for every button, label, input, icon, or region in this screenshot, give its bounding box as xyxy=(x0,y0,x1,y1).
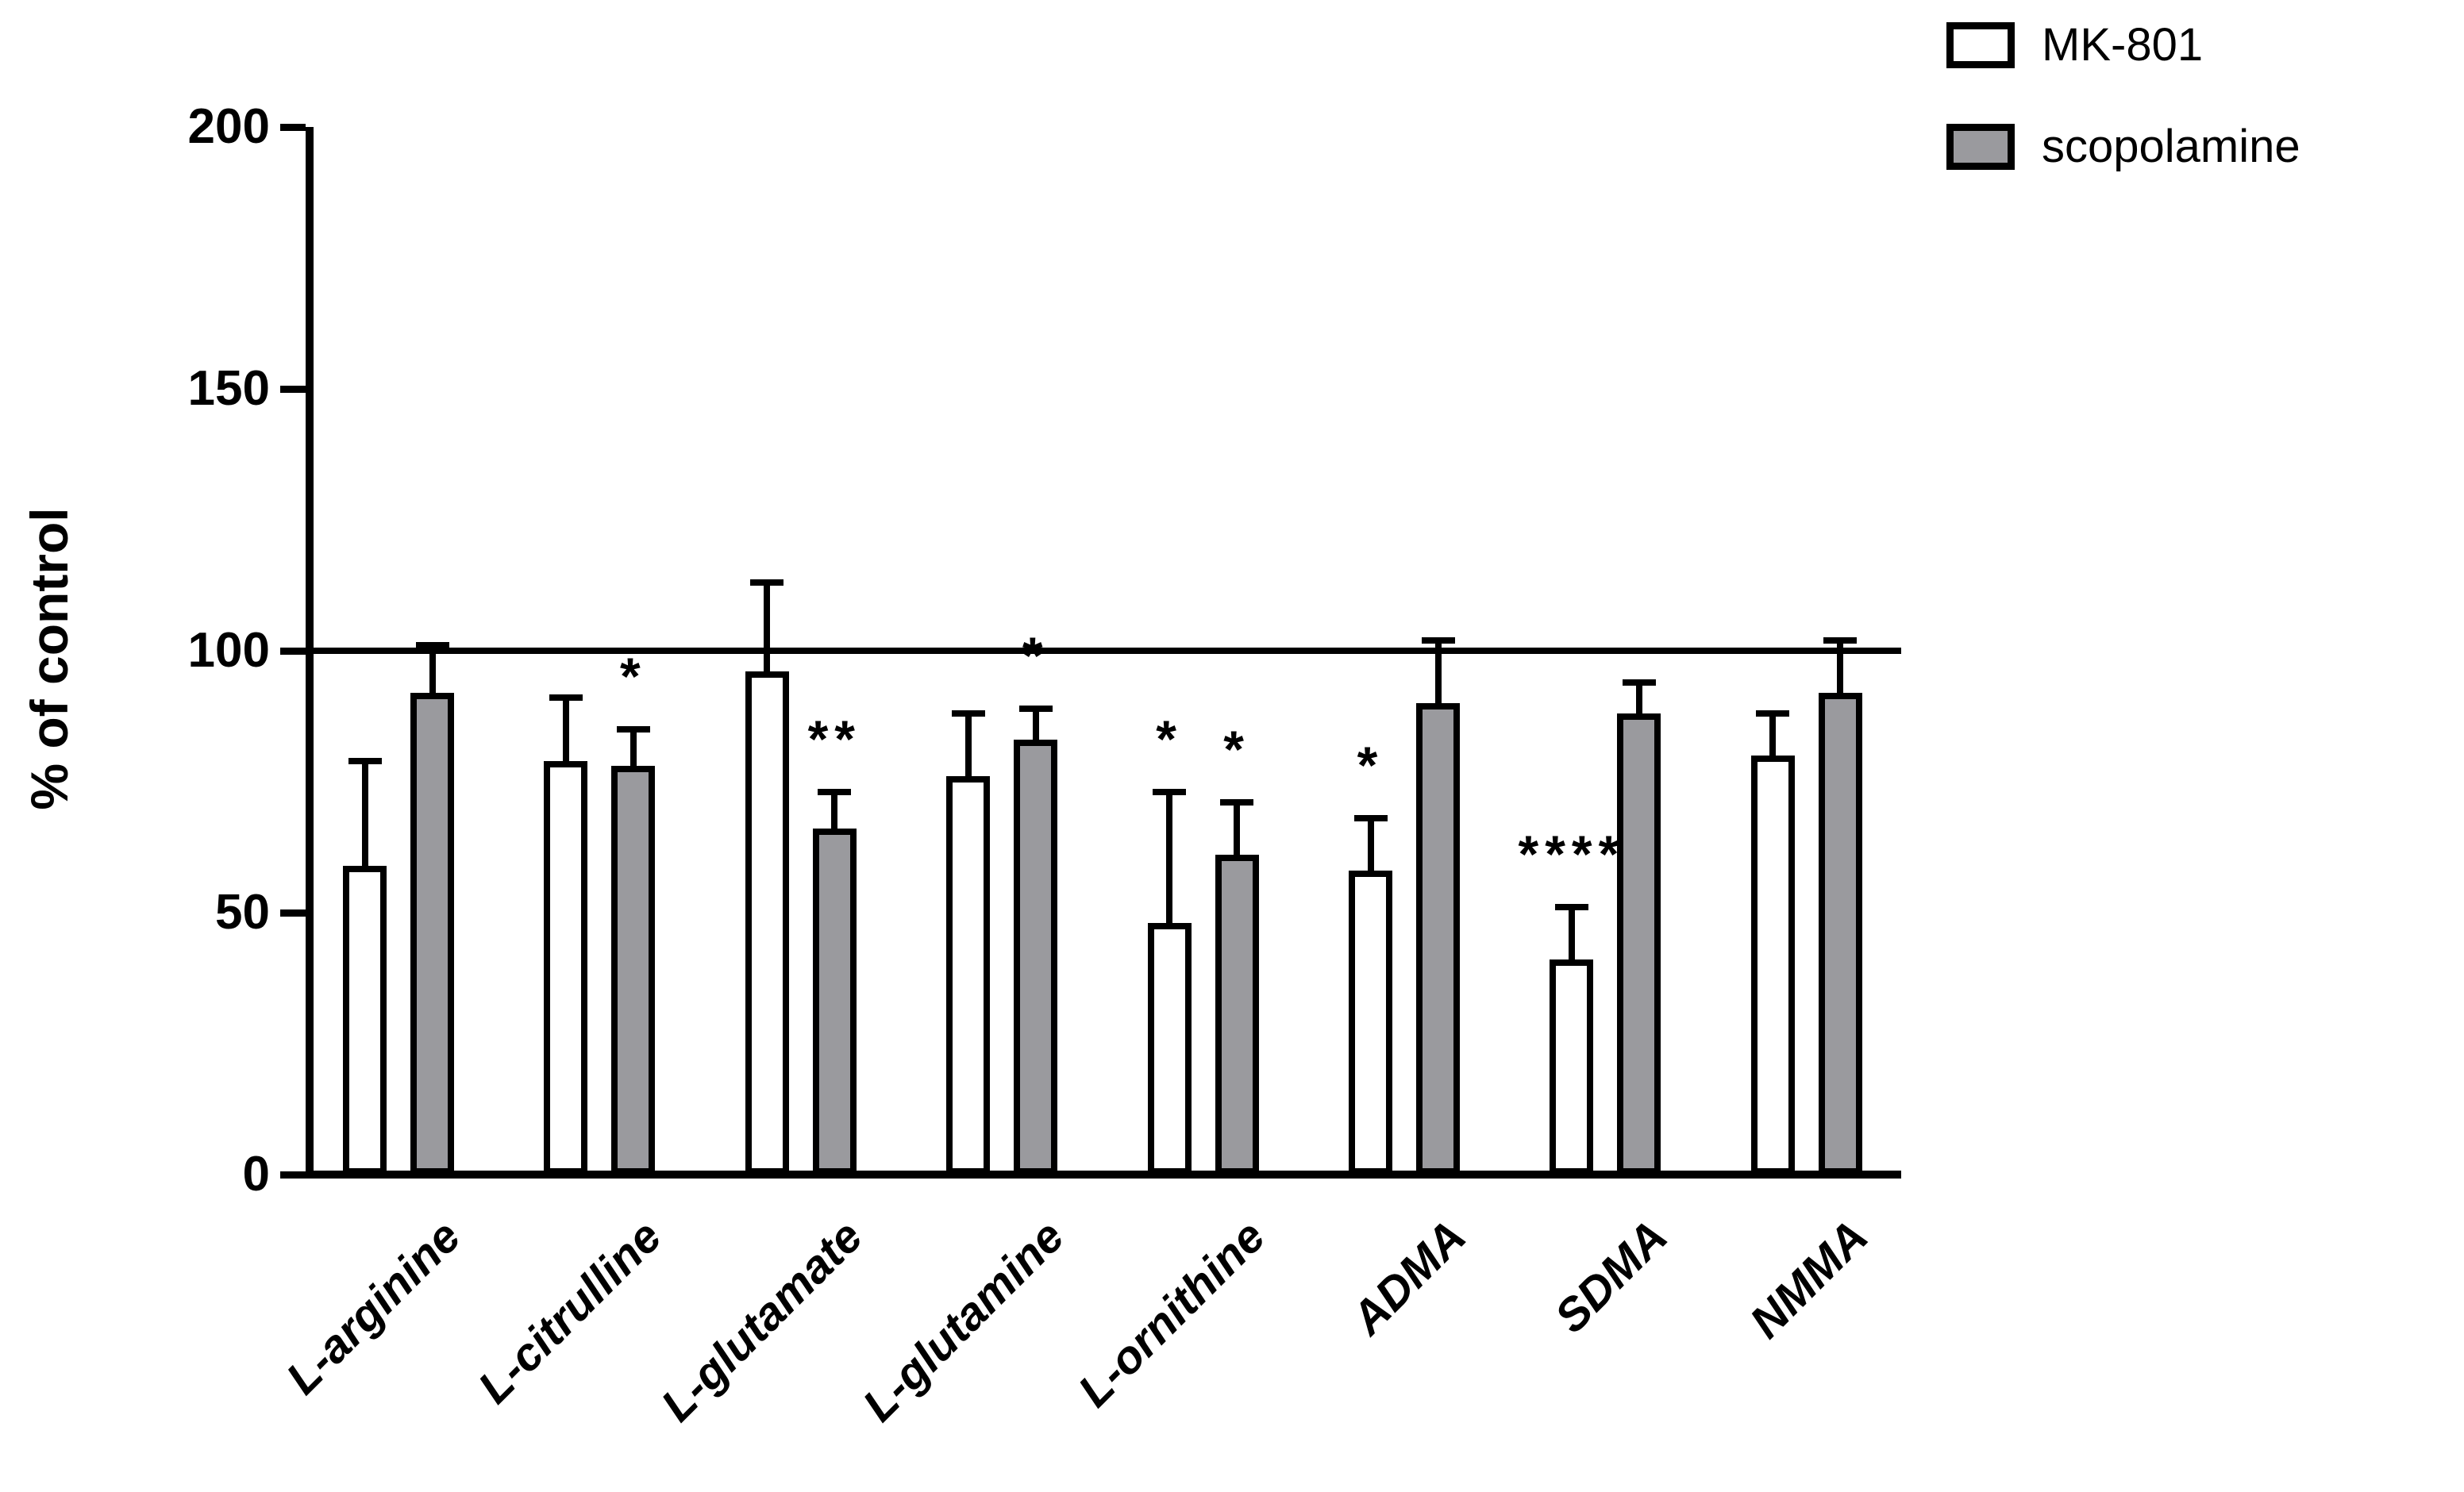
bar-scopolamine-adma xyxy=(1416,703,1460,1175)
y-axis-title: % of control xyxy=(20,507,79,810)
error-bar-cap xyxy=(1756,710,1790,717)
error-bar-cap xyxy=(1018,705,1053,712)
significance-marker: ** xyxy=(807,709,861,769)
error-bar-whisker xyxy=(429,645,436,693)
error-bar-cap xyxy=(549,694,583,702)
x-axis-label-l-glutamate: L-glutamate xyxy=(651,1210,872,1432)
y-tick xyxy=(280,385,306,393)
error-bar-whisker xyxy=(964,713,972,777)
x-axis-label-adma: ADMA xyxy=(1342,1210,1476,1345)
error-bar-whisker xyxy=(764,583,771,672)
error-bar-cap xyxy=(951,710,985,717)
error-bar-whisker xyxy=(1234,802,1241,856)
bar-mk-801-nmma xyxy=(1750,756,1795,1175)
significance-marker: **** xyxy=(1518,825,1626,884)
bar-scopolamine-l-glutamate xyxy=(812,829,857,1175)
error-bar-whisker xyxy=(1367,818,1374,871)
x-axis-line xyxy=(306,1171,1901,1179)
bar-mk-801-sdma xyxy=(1550,959,1594,1175)
error-bar-cap xyxy=(1823,636,1858,644)
bar-mk-801-l-arginine xyxy=(343,865,387,1175)
error-bar-whisker xyxy=(1837,640,1844,693)
significance-marker: * xyxy=(1357,736,1384,795)
error-bar-whisker xyxy=(1568,907,1575,960)
bar-scopolamine-l-ornithine xyxy=(1215,855,1259,1175)
error-bar-whisker xyxy=(1635,682,1642,714)
bar-mk-801-l-glutamate xyxy=(745,671,789,1175)
error-bar-cap xyxy=(616,726,650,733)
y-tick xyxy=(280,123,306,131)
y-tick-label: 100 xyxy=(187,623,270,678)
error-bar-whisker xyxy=(562,698,569,761)
x-axis-label-nmma: NMMA xyxy=(1740,1210,1878,1348)
x-axis-label-l-ornithine: L-ornithine xyxy=(1068,1210,1275,1417)
y-tick-label: 50 xyxy=(215,885,270,940)
y-tick xyxy=(280,1171,306,1179)
error-bar-whisker xyxy=(1032,708,1039,740)
error-bar-cap xyxy=(1554,904,1588,911)
error-bar-whisker xyxy=(1166,792,1173,924)
error-bar-whisker xyxy=(1769,713,1777,756)
significance-marker: * xyxy=(620,647,647,706)
error-bar-whisker xyxy=(629,729,637,767)
legend-swatch-mk-801 xyxy=(1946,22,2015,68)
error-bar-whisker xyxy=(361,760,368,866)
error-bar-whisker xyxy=(831,792,838,829)
error-bar-cap xyxy=(415,642,449,649)
bar-scopolamine-sdma xyxy=(1617,713,1661,1175)
legend-swatch-scopolamine xyxy=(1946,124,2015,170)
significance-marker: * xyxy=(1022,625,1049,685)
error-bar-cap xyxy=(818,789,852,796)
x-axis-label-sdma: SDMA xyxy=(1544,1210,1677,1343)
error-bar-cap xyxy=(1353,815,1388,822)
reference-line-100 xyxy=(310,648,1901,654)
y-tick-label: 0 xyxy=(242,1147,270,1202)
error-bar-cap xyxy=(1220,799,1254,806)
error-bar-cap xyxy=(1153,789,1187,796)
error-bar-cap xyxy=(1622,679,1656,686)
error-bar-cap xyxy=(1421,636,1455,644)
x-axis-label-l-glutamine: L-glutamine xyxy=(852,1210,1074,1432)
bar-mk-801-l-glutamine xyxy=(946,776,991,1175)
bar-scopolamine-l-arginine xyxy=(410,692,454,1175)
bar-scopolamine-nmma xyxy=(1818,692,1862,1175)
bar-mk-801-adma xyxy=(1349,871,1392,1175)
bar-mk-801-l-citrulline xyxy=(544,760,588,1175)
x-axis-label-l-citrulline: L-citrulline xyxy=(468,1210,672,1413)
legend-label-mk-801: MK-801 xyxy=(2042,19,2204,71)
y-tick-label: 200 xyxy=(187,99,270,154)
x-axis-label-l-arginine: L-arginine xyxy=(275,1210,471,1405)
significance-marker: * xyxy=(1223,720,1250,779)
significance-marker: * xyxy=(1156,709,1183,769)
error-bar-cap xyxy=(348,757,382,764)
error-bar-cap xyxy=(750,579,784,586)
error-bar-whisker xyxy=(1434,640,1442,703)
y-tick xyxy=(280,647,306,655)
y-tick-label: 150 xyxy=(187,361,270,416)
bar-mk-801-l-ornithine xyxy=(1147,923,1192,1175)
bar-scopolamine-l-citrulline xyxy=(611,766,656,1175)
legend-label-scopolamine: scopolamine xyxy=(2042,121,2300,172)
y-tick xyxy=(280,909,306,917)
bar-scopolamine-l-glutamine xyxy=(1014,740,1058,1175)
